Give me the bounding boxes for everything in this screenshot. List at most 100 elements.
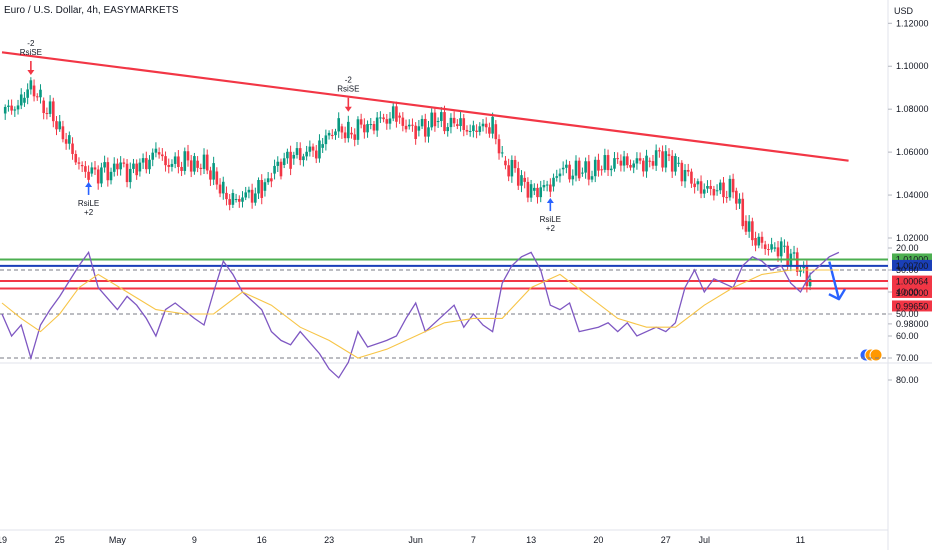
- candle-body: [385, 119, 389, 124]
- candle-body: [465, 129, 469, 132]
- candle-body: [93, 167, 97, 170]
- candle-body: [529, 184, 533, 198]
- candle-body: [702, 189, 706, 194]
- candle-body: [510, 159, 514, 177]
- time-tick-label: 11: [796, 535, 805, 545]
- time-tick-label: 16: [257, 535, 267, 545]
- candle-body: [741, 198, 745, 227]
- signal-label-top: RsiLE: [78, 199, 99, 208]
- candle-body: [353, 134, 357, 140]
- trendline: [1, 51, 849, 162]
- signal-label-top: RsiLE: [540, 215, 561, 224]
- candle-body: [263, 182, 267, 191]
- candle-body: [513, 159, 517, 169]
- candle-body: [414, 125, 417, 140]
- candle-body: [674, 156, 677, 172]
- candle-body: [776, 247, 780, 257]
- candle-body: [468, 131, 472, 133]
- candle-body: [45, 113, 49, 115]
- signal-label-top: -2: [27, 39, 35, 48]
- candle-body: [87, 171, 90, 180]
- candle-body: [651, 161, 655, 166]
- candle-body: [523, 177, 526, 182]
- candle-body: [645, 155, 648, 172]
- candle-body: [722, 182, 725, 198]
- candle-body: [112, 163, 116, 172]
- candle-body: [369, 124, 373, 126]
- candle-body: [334, 131, 337, 136]
- candle-body: [61, 126, 65, 140]
- candle-body: [571, 175, 575, 180]
- candle-body: [577, 160, 581, 179]
- candle-body: [754, 238, 757, 246]
- candle-body: [417, 126, 421, 131]
- candle-body: [7, 105, 10, 107]
- candle-body: [68, 135, 71, 144]
- price-tick-label: 1.08000: [896, 104, 929, 114]
- time-tick-label: 25: [55, 535, 65, 545]
- candle-body: [257, 180, 260, 194]
- candle-body: [795, 252, 799, 272]
- candle-body: [13, 109, 17, 111]
- rsi-tick-label: 50.00: [896, 309, 919, 319]
- candle-body: [433, 112, 437, 127]
- candle-body: [786, 245, 789, 266]
- candle-body: [593, 159, 597, 177]
- price-tick-label: 1.02000: [896, 233, 929, 243]
- candle-body: [404, 125, 408, 130]
- candle-body: [32, 85, 36, 97]
- candle-body: [26, 89, 29, 98]
- candle-body: [491, 116, 494, 134]
- price-tick-label: 1.12000: [896, 18, 929, 28]
- candle-body: [452, 117, 456, 124]
- candle-body: [626, 156, 629, 166]
- candle-body: [779, 241, 783, 257]
- price-axis-currency: USD: [894, 6, 914, 16]
- candle-body: [151, 152, 155, 160]
- candle-body: [516, 168, 520, 186]
- candle-body: [132, 163, 135, 169]
- candle-body: [526, 181, 530, 198]
- candle-body: [305, 151, 308, 157]
- candle-body: [318, 140, 321, 159]
- candle-body: [298, 148, 302, 161]
- signal-label-bottom: +2: [546, 224, 556, 233]
- candle-body: [199, 167, 203, 169]
- candle-body: [292, 154, 296, 159]
- candle-body: [23, 97, 26, 103]
- candle-body: [484, 123, 488, 128]
- candle-body: [279, 161, 283, 177]
- candle-body: [308, 146, 312, 152]
- candle-body: [350, 132, 353, 135]
- candle-body: [379, 117, 382, 119]
- candle-body: [247, 189, 251, 193]
- candle-body: [164, 156, 167, 166]
- candle-body: [773, 247, 777, 249]
- candle-body: [193, 156, 196, 172]
- signal-label-top: -2: [345, 76, 353, 85]
- candle-body: [96, 169, 100, 184]
- time-tick-label: 19: [0, 535, 7, 545]
- candle-body: [725, 197, 729, 199]
- candle-body: [71, 143, 74, 154]
- indicator-badge-icon: [869, 348, 883, 362]
- candle-body: [799, 270, 802, 272]
- price-level-tag: [892, 300, 932, 312]
- candle-body: [664, 151, 668, 168]
- time-tick-label: 20: [593, 535, 603, 545]
- candle-body: [760, 236, 764, 243]
- candle-body: [225, 192, 228, 200]
- candle-body: [536, 187, 539, 198]
- candle-body: [3, 106, 7, 114]
- price-level-tag-label: 0.99650: [896, 301, 929, 311]
- time-tick-label: 13: [526, 535, 536, 545]
- candle-body: [619, 160, 623, 166]
- candle-body: [202, 154, 206, 169]
- candle-body: [343, 132, 347, 139]
- candle-body: [706, 185, 709, 189]
- candle-body: [744, 220, 748, 232]
- candle-body: [170, 163, 174, 167]
- candle-body: [520, 175, 523, 186]
- long-signal-arrow-head: [85, 181, 93, 187]
